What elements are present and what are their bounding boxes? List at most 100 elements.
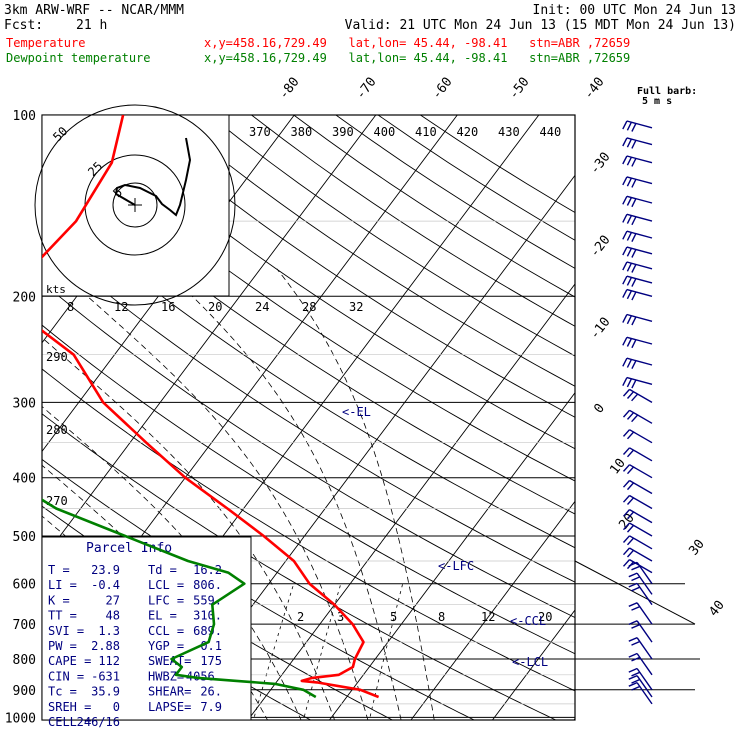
parcel-value: K = [48,593,70,607]
temperature-tick: -10 [587,315,613,343]
forecast-hour: 21 h [76,18,108,33]
temperature-tick: 40 [706,598,727,620]
mixing-ratio-line [252,583,295,720]
dry-adiabat [335,115,575,269]
wind-barb-flag [626,215,633,224]
level-label: <-CCL [510,614,546,628]
theta-label: 420 [457,125,479,139]
wind-barb-flag [631,316,637,326]
wind-barb-flag [631,123,637,132]
wind-barb-flag [622,559,631,567]
wind-barb-flag [622,357,628,367]
wind-barb-flag [631,178,637,188]
parcel-value: 806. [193,578,222,592]
wind-barb-flag [626,338,633,347]
parcel-value: 1.3 [98,624,120,638]
wind-barb-flag [622,447,631,455]
wind-barb-staff [626,213,653,222]
theta-label: 400 [374,125,396,139]
mixing-ratio-label: 12 [481,610,495,624]
parcel-value: HWBZ= [148,669,184,683]
wind-barb-flag [631,216,637,226]
hodograph-frame [41,114,230,297]
wind-barb-flag [622,120,628,130]
parcel-value: YGP = [148,639,184,653]
theta-label: 430 [498,125,520,139]
temperature-tick: 20 [616,511,637,533]
theta-label: 270 [46,494,68,508]
wind-barb-flag [628,675,638,680]
wind-barb-flag [626,524,635,533]
wind-barb-flag [626,537,635,546]
parcel-value: SWEAT= [148,654,191,668]
barb-legend: Full barb: 5 m s [637,86,697,107]
dry-adiabat [42,156,575,515]
parcel-value: 26. [200,685,222,699]
wind-barb-flag [628,561,638,567]
wind-barb-flag [631,685,641,691]
theta-label: 390 [332,125,354,139]
wind-barb-flag [622,176,628,186]
wind-barb-flag [626,177,633,187]
parcel-value: CAPE = [48,654,91,668]
dry-adiabat [124,115,575,418]
wind-barb-staff [629,479,653,495]
temperature-legend: Temperature [6,36,86,50]
wind-barb-staff [636,561,653,585]
parcel-value: 16.2 [193,563,222,577]
theta-label: 370 [249,125,271,139]
wind-barb-flag [622,429,631,437]
wind-barb-flag [622,522,631,531]
dry-adiabat [42,239,575,583]
hodograph-units: kts [46,283,66,296]
wind-barb-flag [631,278,637,287]
parcel-value: 689. [193,624,222,638]
isotherm [410,500,575,720]
parcel-value: LCL = [148,578,184,592]
wind-barb-staff [629,388,653,404]
parcel-value: 175 [200,654,222,668]
wind-barb-flag [631,233,637,243]
parcel-value: 7.9 [200,700,222,714]
parcel-frame [41,536,252,721]
temperature-profile [42,115,380,699]
temperature-tick: -50 [506,75,532,103]
parcel-value: TT = [48,609,77,623]
mixing-ratio-label: 5 [390,610,397,624]
moist-adiabat [42,337,335,720]
parcel-value: LFC = [148,593,184,607]
wind-barb-flag [628,582,638,588]
wind-barb-flag [631,605,641,611]
wind-barb-flag [626,412,635,420]
hodograph-speed-tick: 16 [161,300,175,314]
wind-barb-flag [622,261,628,271]
sounding-profiles [42,115,380,699]
mixing-ratio-line [368,583,404,720]
parcel-value: EL = [148,609,177,623]
mixing-ratio-line [302,583,342,720]
wind-barb-flag [626,391,635,399]
parcel-value: 27 [106,593,120,607]
wind-barb-flag [631,656,641,662]
wind-barb-flag [626,482,635,491]
parcel-value: 2.88 [91,639,120,653]
wind-barb-flag [631,623,641,629]
wind-barb-flag [626,232,633,241]
wind-barb-flag [622,547,631,556]
parcel-value: SHEAR= [148,685,191,699]
dewpoint-location: x,y=458.16,729.49 lat,lon= 45.44, -98.41… [204,51,631,65]
pressure-label: 600 [13,578,36,593]
barb-title: Full barb: [637,86,697,97]
wind-barb-flag [622,409,631,418]
level-labels: <-EL <-LFC <-CCL <-LCL [342,405,548,669]
hodograph-speed-tick: 24 [255,300,269,314]
parcel-value: -631 [91,669,120,683]
moist-adiabat [56,268,369,720]
dry-adiabat [42,115,575,482]
moist-adiabat [276,268,435,720]
wind-barb-flag [626,497,635,505]
wind-barb-flag [626,549,635,558]
wind-barb-flag [628,637,638,642]
parcel-value: 112 [98,654,120,668]
